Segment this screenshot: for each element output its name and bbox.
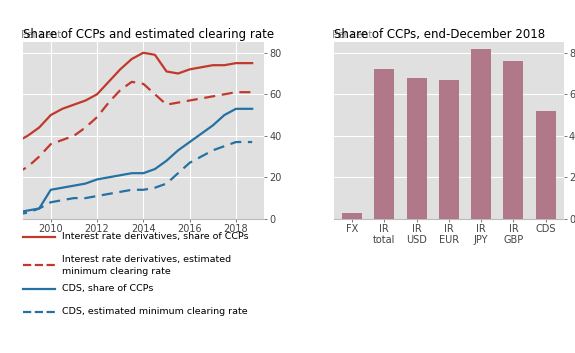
Text: CDS, estimated minimum clearing rate: CDS, estimated minimum clearing rate xyxy=(62,307,247,316)
Text: Per cent: Per cent xyxy=(332,30,372,40)
Bar xyxy=(439,80,459,219)
Bar xyxy=(407,78,427,219)
Bar xyxy=(504,61,523,219)
Text: Per cent: Per cent xyxy=(21,30,61,40)
Bar xyxy=(536,111,556,219)
Text: Interest rate derivatives, share of CCPs: Interest rate derivatives, share of CCPs xyxy=(62,232,248,241)
Bar xyxy=(471,49,491,219)
Bar xyxy=(374,69,394,219)
Text: Share of CCPs, end-December 2018: Share of CCPs, end-December 2018 xyxy=(334,28,545,41)
Text: Share of CCPs and estimated clearing rate: Share of CCPs and estimated clearing rat… xyxy=(23,28,274,41)
Text: CDS, share of CCPs: CDS, share of CCPs xyxy=(62,284,153,293)
Text: Interest rate derivatives, estimated
minimum clearing rate: Interest rate derivatives, estimated min… xyxy=(62,256,231,275)
Bar xyxy=(342,213,362,219)
